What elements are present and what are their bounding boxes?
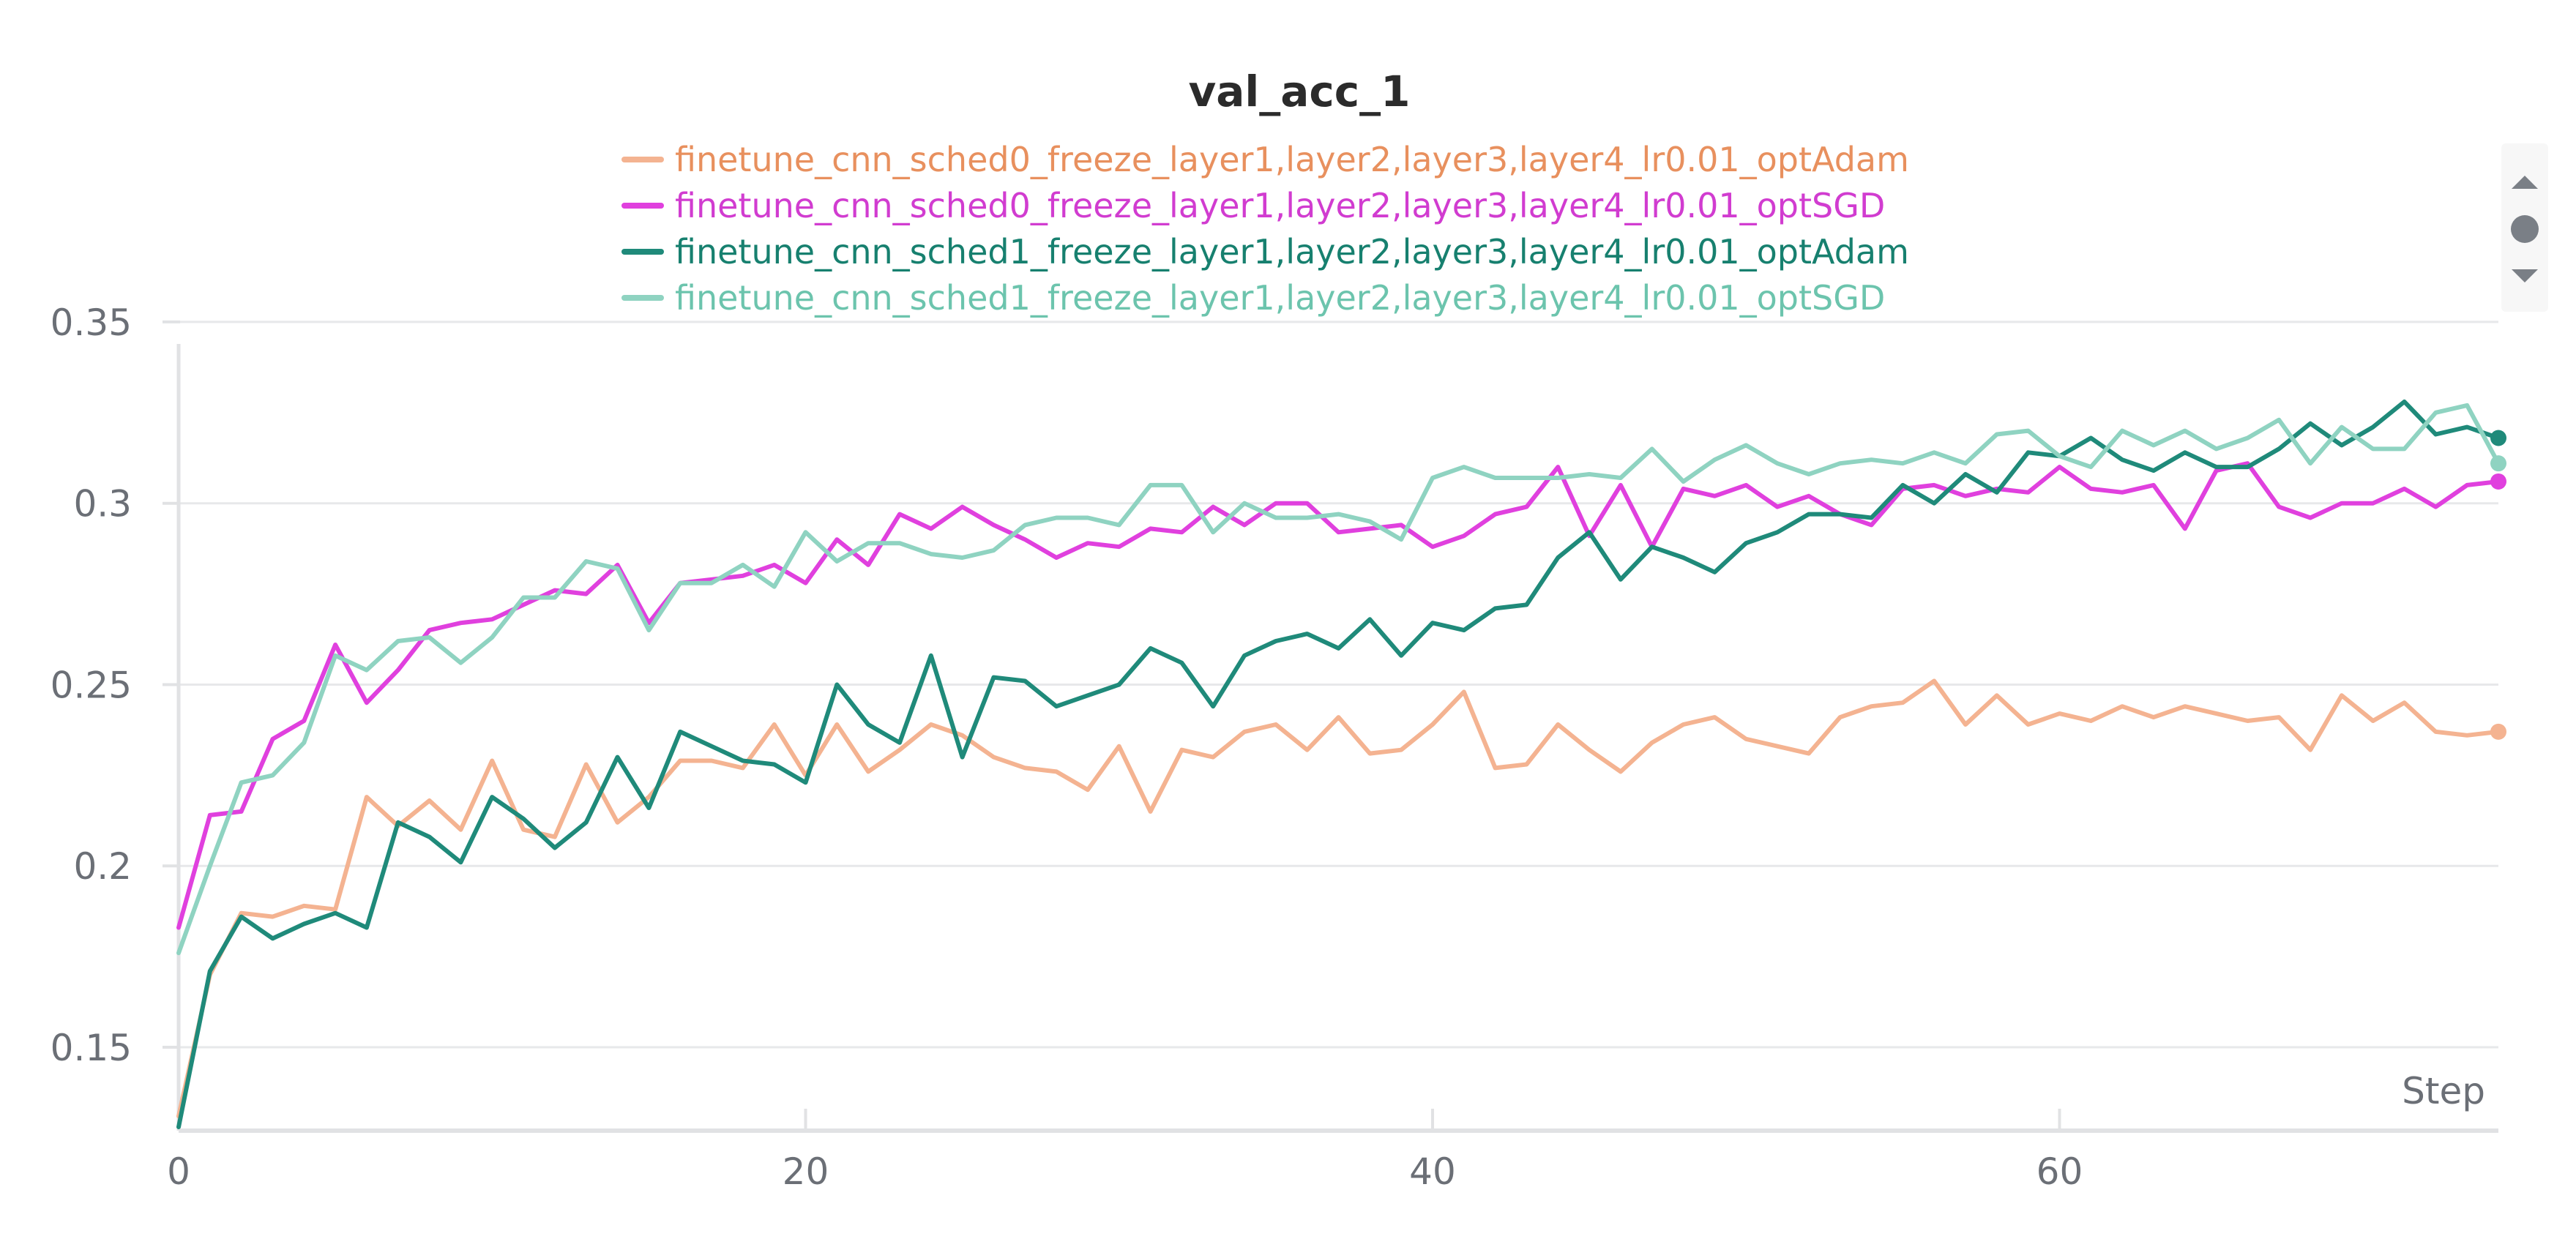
x-axis-ticks: 0 20 40 60 [167, 1109, 2083, 1193]
series-lines [176, 399, 2501, 1129]
series-endpoint-4 [2490, 455, 2506, 472]
legend-label-2: finetune_cnn_sched0_freeze_layer1,layer2… [675, 186, 1885, 225]
series-endpoint-2 [2490, 473, 2506, 490]
y-tick-label: 0.15 [51, 1027, 132, 1069]
series-line-4 [176, 403, 2501, 956]
y-tick-label: 0.35 [51, 302, 132, 344]
series-endpoint-3 [2490, 430, 2506, 446]
scroll-down-icon[interactable] [2512, 269, 2538, 282]
chart-title: val_acc_1 [1188, 67, 1410, 116]
series-line-2 [176, 461, 2501, 930]
series-endpoint-1 [2490, 723, 2506, 740]
series-endpoints [2490, 430, 2506, 740]
scroll-up-icon[interactable] [2512, 176, 2538, 189]
y-axis-ticks: 0.15 0.2 0.25 0.3 0.35 [51, 302, 132, 1069]
axes [176, 344, 2498, 1133]
series-line-3 [176, 399, 2501, 1129]
scroll-position-icon[interactable] [2511, 215, 2539, 243]
x-tick-label: 60 [2036, 1150, 2083, 1193]
legend-label-4: finetune_cnn_sched1_freeze_layer1,layer2… [675, 278, 1885, 318]
gridlines [163, 320, 2498, 1049]
y-tick-label: 0.3 [73, 483, 132, 525]
legend-label-3: finetune_cnn_sched1_freeze_layer1,layer2… [675, 232, 1909, 272]
legend-scroll-control [2501, 143, 2548, 312]
x-tick-label: 0 [167, 1150, 190, 1193]
x-axis-label: Step [2402, 1070, 2485, 1112]
y-tick-label: 0.2 [73, 845, 132, 888]
x-tick-label: 20 [783, 1150, 829, 1193]
x-tick-label: 40 [1409, 1150, 1456, 1193]
legend: finetune_cnn_sched0_freeze_layer1,layer2… [621, 140, 1909, 318]
legend-label-1: finetune_cnn_sched0_freeze_layer1,layer2… [675, 140, 1909, 179]
y-tick-label: 0.25 [51, 664, 132, 706]
series-line-1 [176, 678, 2501, 1119]
